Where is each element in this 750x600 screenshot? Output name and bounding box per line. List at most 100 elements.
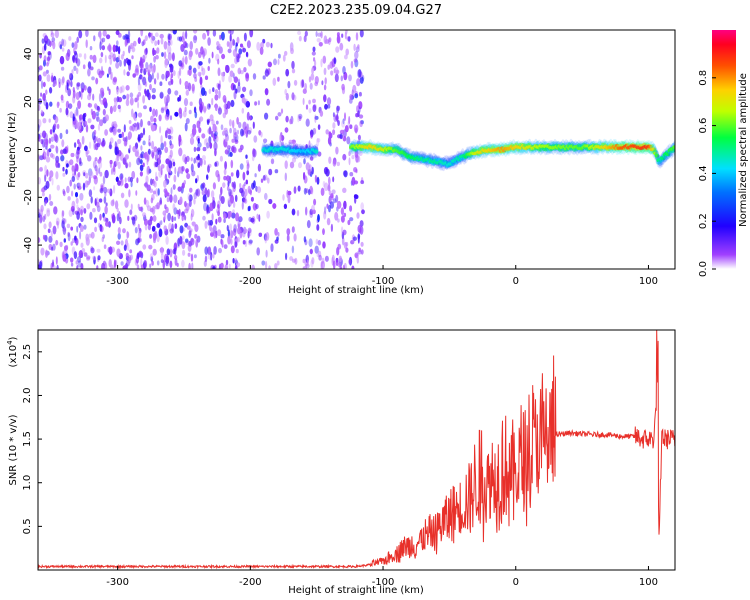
spectrogram-noise-cell <box>228 75 233 83</box>
spectrogram-noise-cell <box>131 170 136 180</box>
spectrogram-noise-cell <box>317 151 322 157</box>
spectrogram-noise-cell <box>214 162 218 167</box>
spectrogram-noise-cell <box>51 246 54 251</box>
spectrogram-noise-cell <box>149 106 152 112</box>
spectrogram-noise-cell <box>163 51 167 59</box>
snr-plot-area <box>38 330 675 570</box>
spectrogram-noise-cell <box>207 253 212 260</box>
spectrogram-noise-cell <box>157 164 161 172</box>
spectrogram-noise-cell <box>204 220 208 229</box>
spectrogram-noise-cell <box>44 174 47 182</box>
spectrogram-noise-cell <box>240 43 243 48</box>
spectrogram-noise-cell <box>179 78 182 85</box>
spectrogram-noise-cell <box>209 142 213 149</box>
spectrogram-noise-cell <box>234 139 239 144</box>
spectrogram-noise-cell <box>44 171 47 181</box>
spectrogram-noise-cell <box>284 127 289 133</box>
spectrogram-noise-cell <box>222 95 227 103</box>
spectrogram-noise-cell <box>290 115 294 125</box>
spectrogram-noise-cell <box>96 265 99 269</box>
spectrogram-noise-cell <box>174 247 177 255</box>
spectrogram-noise-cell <box>286 234 290 242</box>
spectrogram-noise-cell <box>143 197 147 205</box>
spectrogram-noise-cell <box>208 88 212 95</box>
spectrogram-noise-cell <box>159 197 162 205</box>
spectrogram-noise-cell <box>243 228 248 234</box>
spectrogram-noise-cell <box>73 168 77 176</box>
spectrogram-noise-cell <box>202 182 206 189</box>
spectrogram-noise-cell <box>208 136 212 144</box>
spectrogram-noise-cell <box>78 114 84 120</box>
spectrogram-noise-cell <box>268 265 271 269</box>
spectrogram-noise-cell <box>109 141 112 150</box>
spectrogram-noise-cell <box>182 235 185 240</box>
spectrogram-noise-cell <box>138 155 141 163</box>
spectrogram-noise-cell <box>112 53 116 62</box>
spectrogram-noise-cell <box>85 39 88 48</box>
spectrogram-noise-cell <box>173 216 177 221</box>
spectrogram-noise-cell <box>277 76 280 82</box>
spectrogram-noise-cell <box>181 57 185 65</box>
spectrogram-noise-cell <box>309 130 313 135</box>
spectrogram-noise-cell <box>329 201 334 209</box>
spectrogram-noise-cell <box>251 154 255 162</box>
spectrogram-noise-cell <box>185 30 188 40</box>
spectrogram-noise-cell <box>154 40 158 46</box>
spectrogram-noise-cell <box>179 225 184 234</box>
spectrogram-noise-cell <box>73 142 77 148</box>
spectrogram-noise-cell <box>125 85 130 91</box>
spectrogram-noise-cell <box>151 225 156 232</box>
spectrogram-noise-cell <box>207 246 212 256</box>
spectrogram-noise-cell <box>183 49 188 56</box>
spectrogram-noise-cell <box>146 184 151 192</box>
spectrogram-noise-cell <box>237 67 242 75</box>
spectrogram-noise-cell <box>285 115 289 123</box>
spectrogram-noise-cell <box>190 157 193 162</box>
spectrogram-noise-cell <box>199 76 203 86</box>
spectrogram-noise-cell <box>201 133 206 139</box>
spectrogram-noise-cell <box>174 223 178 230</box>
spectrogram-noise-cell <box>359 220 364 227</box>
spectrogram-noise-cell <box>327 136 332 145</box>
spectrogram-noise-cell <box>91 110 96 120</box>
spectrogram-noise-cell <box>96 205 101 213</box>
snr-y-tick-label: 0.5 <box>22 518 33 534</box>
spectrogram-noise-cell <box>168 154 172 161</box>
spectrogram-noise-cell <box>76 204 79 209</box>
spectrogram-noise-cell <box>247 58 253 67</box>
spectrogram-noise-cell <box>148 148 151 155</box>
spectrogram-noise-cell <box>232 258 235 264</box>
spectrogram-noise-cell <box>95 77 99 85</box>
spectrogram-noise-cell <box>212 182 216 190</box>
spectrogram-noise-cell <box>226 185 230 191</box>
spectrogram-noise-cell <box>126 93 130 101</box>
spectrogram-noise-cell <box>206 103 211 110</box>
spectrogram-noise-cell <box>247 206 251 212</box>
spectrogram-noise-cell <box>273 58 277 66</box>
spectrogram-noise-cell <box>255 203 259 210</box>
spectrogram-noise-cell <box>105 221 110 227</box>
spectrogram-noise-cell <box>333 114 338 122</box>
spectrogram-noise-cell <box>294 257 298 265</box>
spectrogram-noise-cell <box>356 255 359 264</box>
spectrogram-noise-cell <box>338 255 342 263</box>
spectrogram-noise-cell <box>62 254 67 262</box>
spectrogram-noise-cell <box>235 212 240 222</box>
spectrogram-noise-cell <box>72 86 75 93</box>
spectrogram-noise-cell <box>242 86 247 93</box>
spectrogram-noise-cell <box>284 160 288 170</box>
spectrogram-noise-cell <box>303 187 307 195</box>
spectrogram-noise-cell <box>79 157 82 165</box>
spectrogram-noise-cell <box>309 82 313 90</box>
spectrogram-noise-cell <box>268 198 273 205</box>
spectrogram-noise-cell <box>45 156 51 163</box>
spectrogram-noise-cell <box>113 259 116 269</box>
spectrogram-noise-cell <box>136 177 139 184</box>
spectrogram-noise-cell <box>279 133 282 143</box>
spectrogram-noise-cell <box>109 105 113 115</box>
spectrogram-noise-cell <box>129 249 133 254</box>
spectrogram-noise-cell <box>158 228 163 238</box>
spectrogram-noise-cell <box>188 52 192 61</box>
spectrogram-noise-cell <box>320 58 323 68</box>
spectrogram-noise-cell <box>151 87 156 94</box>
